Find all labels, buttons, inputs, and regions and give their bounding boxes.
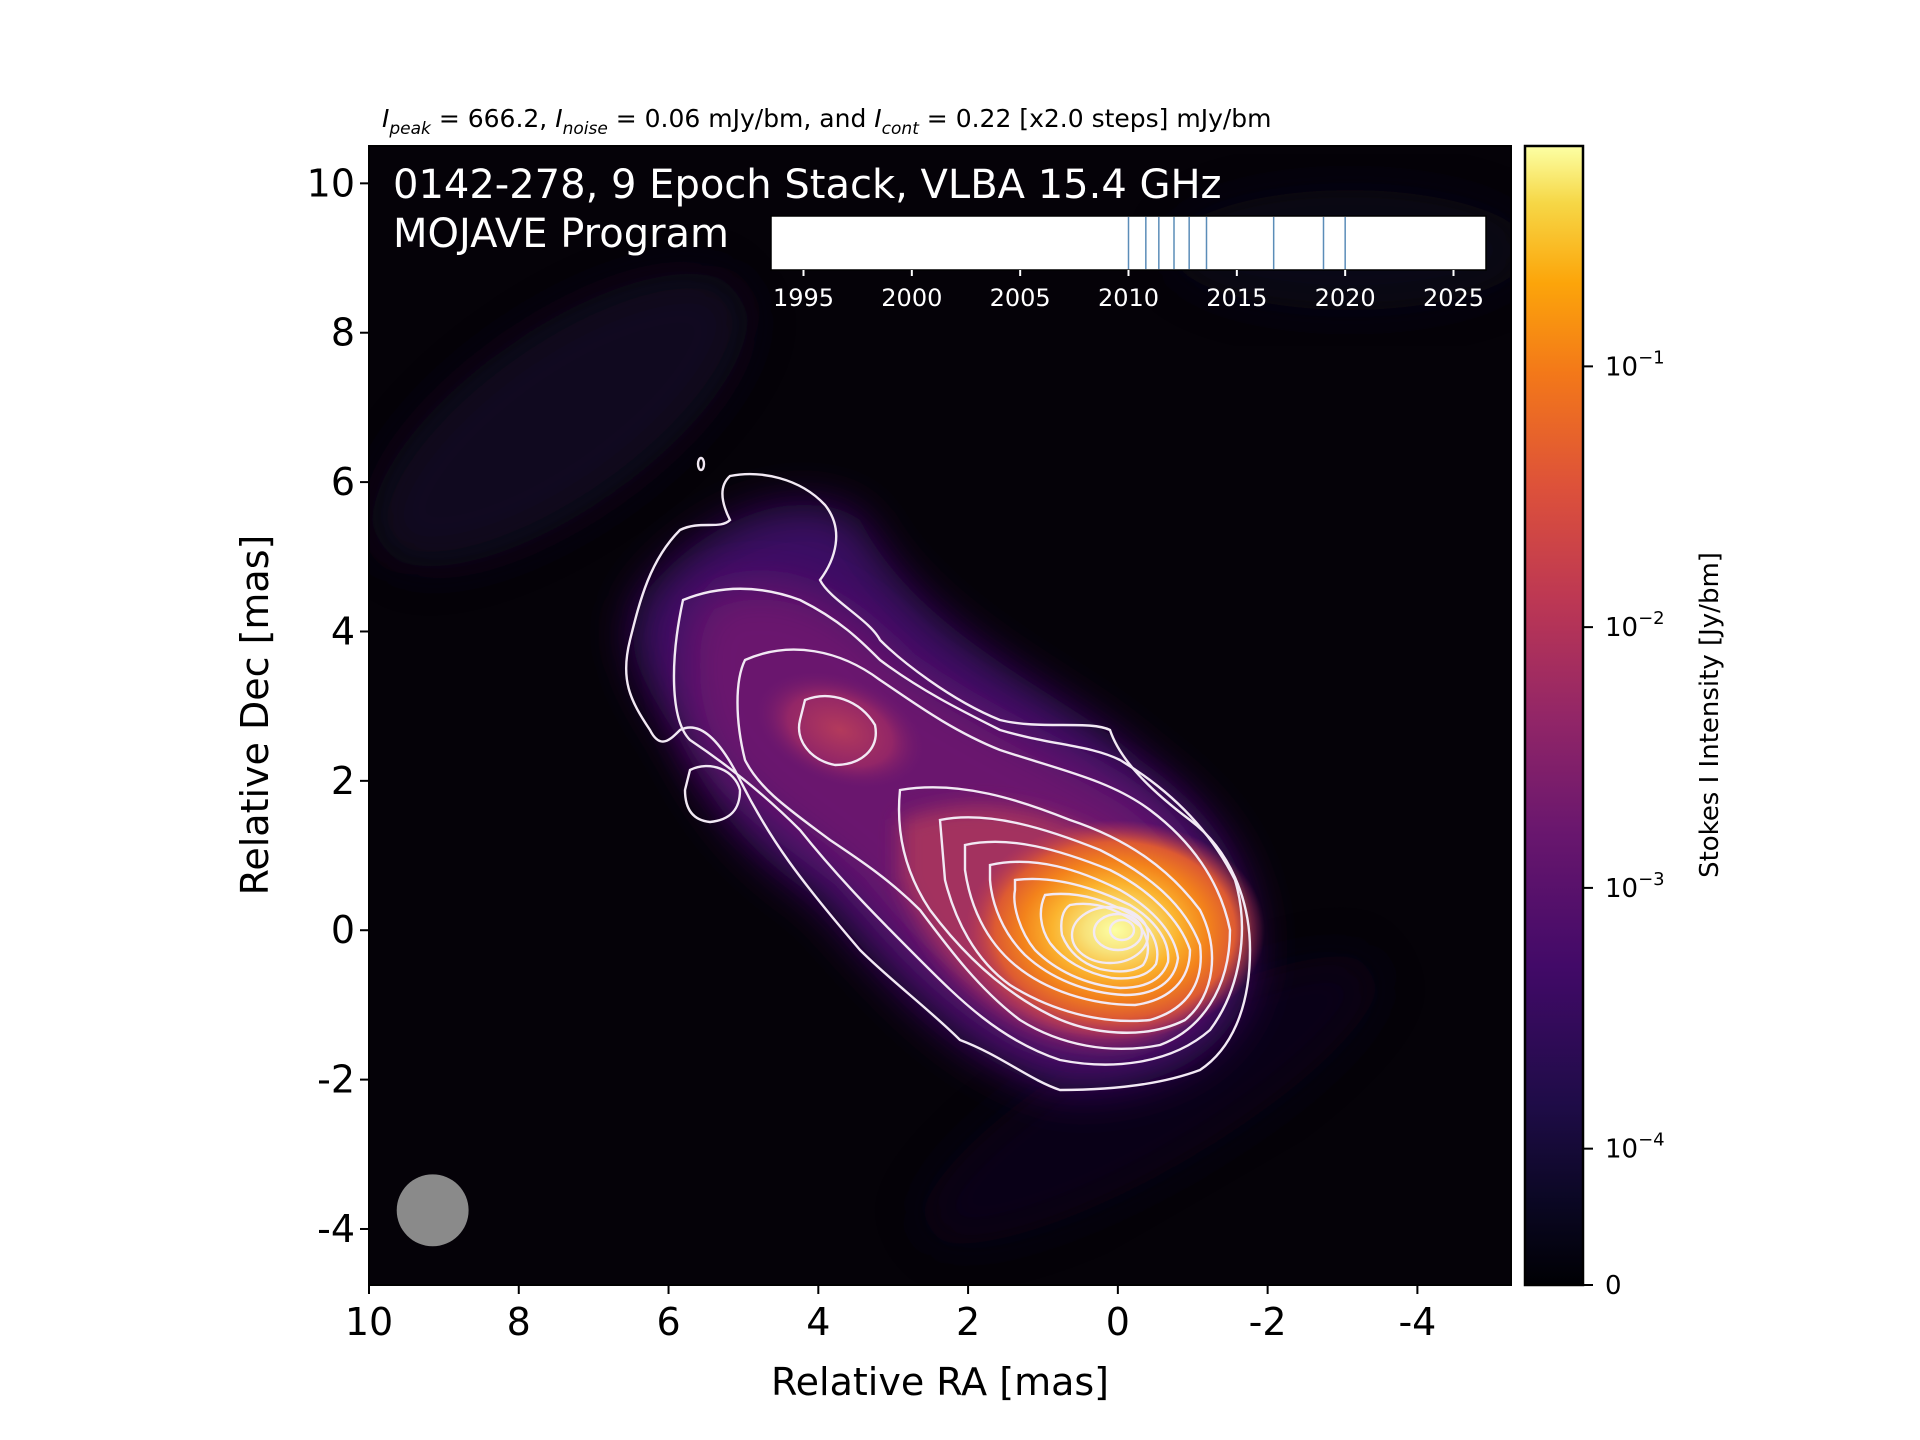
- epoch-tick-label: 2005: [990, 284, 1051, 312]
- header-stats: Ipeak = 666.2, Inoise = 0.06 mJy/bm, and…: [382, 104, 1272, 139]
- contour-knot: [797, 695, 877, 767]
- y-tick-label: 4: [331, 609, 355, 653]
- plot-title-line2: MOJAVE Program: [393, 211, 729, 257]
- y-tick-label: 6: [331, 460, 355, 504]
- contour-side-island: [683, 764, 742, 824]
- epoch-tick-label: 1995: [773, 284, 834, 312]
- image-panel: 0142-278, 9 Epoch Stack, VLBA 15.4 GHz M…: [368, 145, 1512, 1286]
- epoch-tick-label: 2000: [881, 284, 942, 312]
- colorbar-tick-label: 0: [1605, 1271, 1622, 1301]
- contour-3: [736, 648, 1232, 1050]
- x-tick-label: 0: [1106, 1300, 1130, 1344]
- y-tick-label: 10: [307, 161, 355, 205]
- x-axis-ticks: 10 8 6 4 2 0 -2 -4: [345, 1285, 1436, 1344]
- colorbar-ticks: 10−1 10−2 10−3 10−4 0: [1583, 347, 1665, 1301]
- epoch-lines: [1127, 217, 1346, 269]
- contour-8: [1013, 877, 1170, 990]
- colorbar: 10−1 10−2 10−3 10−4 0 Stokes I Intensity [Jy…: [1523, 144, 1725, 1301]
- y-tick-label: -4: [317, 1207, 355, 1251]
- epoch-tick-label: 2015: [1206, 284, 1267, 312]
- contour-6: [963, 840, 1192, 1007]
- contour-4: [897, 786, 1214, 1034]
- epoch-axis-ticks: 1995 2000 2005 2010 2015 2020 2025: [773, 270, 1484, 312]
- y-tick-label: 2: [331, 759, 355, 803]
- colorbar-tick-label: 10−3: [1605, 869, 1665, 904]
- contour-peak: [1108, 918, 1136, 942]
- colorbar-tick-label: 10−2: [1605, 608, 1665, 643]
- x-axis-label: Relative RA [mas]: [771, 1360, 1109, 1404]
- colorbar-label: Stokes I Intensity [Jy/bm]: [1695, 552, 1725, 878]
- y-tick-label: 0: [331, 908, 355, 952]
- x-tick-label: 6: [656, 1300, 680, 1344]
- y-tick-label: -2: [317, 1058, 355, 1102]
- x-tick-label: 4: [806, 1300, 830, 1344]
- x-tick-label: 2: [956, 1300, 980, 1344]
- x-tick-label: 8: [507, 1300, 531, 1344]
- plot-frame: [368, 145, 1512, 1286]
- x-tick-label: -4: [1398, 1300, 1436, 1344]
- contour-outermost: [624, 472, 1252, 1092]
- y-axis-ticks: 10 8 6 4 2 0 -2 -4: [307, 161, 369, 1251]
- contour-lines: [624, 456, 1252, 1092]
- contour-tiny-spot: [696, 456, 706, 472]
- epoch-tick-label: 2010: [1098, 284, 1159, 312]
- contour-5: [938, 816, 1202, 1023]
- contour-2: [672, 587, 1244, 1066]
- x-tick-label: -2: [1249, 1300, 1287, 1344]
- contour-7: [988, 860, 1180, 997]
- y-axis-label: Relative Dec [mas]: [233, 535, 277, 896]
- x-tick-label: 10: [345, 1300, 393, 1344]
- y-tick-label: 8: [331, 311, 355, 355]
- colorbar-tick-label: 10−1: [1605, 347, 1665, 382]
- contour-11: [1070, 905, 1150, 965]
- colorbar-gradient: [1523, 144, 1585, 1287]
- contour-12: [1092, 912, 1144, 952]
- plot-title-line1: 0142-278, 9 Epoch Stack, VLBA 15.4 GHz: [393, 162, 1222, 208]
- colorbar-tick-label: 10−4: [1605, 1130, 1665, 1165]
- contour-10: [1060, 902, 1150, 973]
- epoch-tick-label: 2025: [1423, 284, 1484, 312]
- epoch-timeline-inset: 1995 2000 2005 2010 2015 2020 2025: [770, 215, 1487, 312]
- core-emission: [965, 820, 1265, 1040]
- epoch-tick-label: 2020: [1315, 284, 1376, 312]
- beam-ellipse: [396, 1174, 469, 1247]
